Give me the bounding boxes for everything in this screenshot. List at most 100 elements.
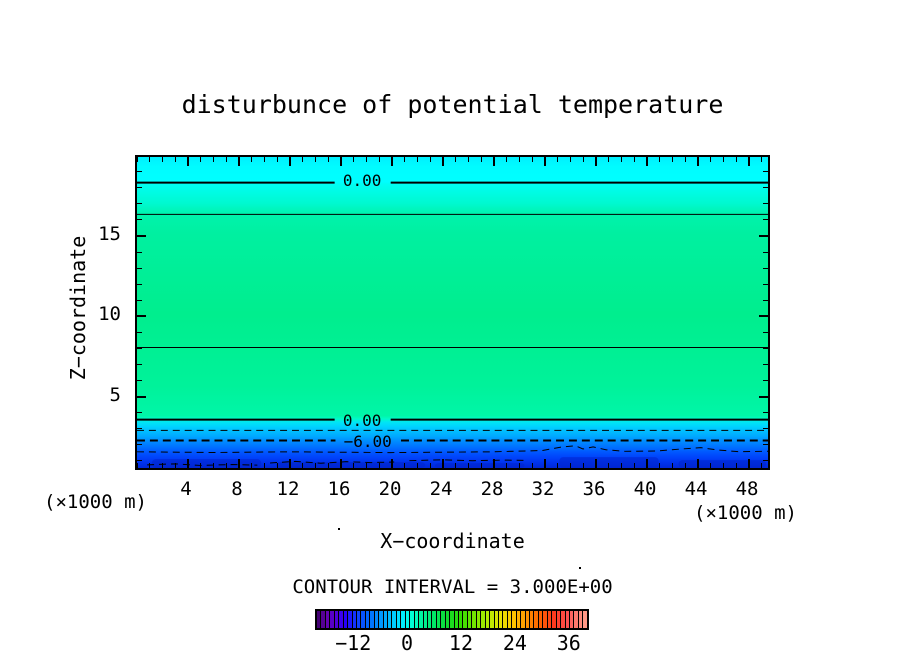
x-axis-tick xyxy=(723,157,725,162)
colorbar-segment xyxy=(423,611,428,628)
colorbar-segment xyxy=(414,611,420,628)
colorbar-segment xyxy=(574,611,579,628)
colorbar-segment xyxy=(419,611,424,628)
x-axis-unit-right: (×1000 m) xyxy=(694,502,797,524)
colorbar-segment xyxy=(334,611,340,628)
x-axis-tick xyxy=(582,157,584,162)
x-axis-title: X−coordinate xyxy=(380,529,525,553)
z-axis-tick xyxy=(763,283,768,285)
x-axis-tick xyxy=(544,459,547,468)
z-axis-tick xyxy=(137,331,142,333)
z-axis-tick xyxy=(137,460,142,462)
x-axis-tick xyxy=(225,157,227,162)
x-axis-tick xyxy=(302,157,304,162)
colorbar-tick-label: 36 xyxy=(556,631,581,654)
x-axis-tick xyxy=(659,463,661,468)
x-tick-label: 28 xyxy=(480,478,504,500)
z-axis-tick xyxy=(763,347,768,349)
fill-patch xyxy=(151,459,262,468)
x-axis-tick xyxy=(506,157,508,162)
colorbar-segment xyxy=(521,611,526,628)
z-axis-tick xyxy=(763,187,768,189)
z-axis-tick xyxy=(763,331,768,333)
x-axis-tick xyxy=(684,463,686,468)
colorbar-segment xyxy=(352,611,357,628)
x-axis-tick xyxy=(378,157,380,162)
x-axis-tick xyxy=(761,157,763,162)
x-tick-label: 32 xyxy=(531,478,555,500)
colorbar-segment xyxy=(543,611,548,628)
x-axis-tick xyxy=(136,157,138,162)
z-axis-tick xyxy=(763,428,768,430)
contour-fill xyxy=(137,157,768,468)
x-axis-tick xyxy=(442,157,445,166)
x-axis-tick xyxy=(149,463,151,468)
fill-patch xyxy=(276,462,426,468)
x-axis-tick xyxy=(633,463,635,468)
x-axis-tick xyxy=(200,157,202,162)
x-axis-tick xyxy=(697,459,700,468)
x-axis-tick xyxy=(302,463,304,468)
x-axis-tick xyxy=(340,157,343,166)
x-axis-tick xyxy=(672,157,674,162)
z-axis-tick xyxy=(137,171,142,173)
x-tick-label: 48 xyxy=(735,478,759,500)
colorbar-segment xyxy=(459,611,464,628)
x-axis-tick xyxy=(289,459,291,468)
x-axis-tick xyxy=(455,157,457,162)
z-axis-tick xyxy=(137,251,142,253)
x-tick-label: 20 xyxy=(378,478,402,500)
contour-line-label: 0.00 xyxy=(342,411,382,431)
colorbar-segment xyxy=(370,611,375,628)
x-axis-tick xyxy=(327,157,329,162)
x-axis-tick xyxy=(519,463,521,468)
x-axis-tick xyxy=(276,463,278,468)
x-axis-tick xyxy=(697,157,700,166)
colorbar-segment xyxy=(538,611,544,628)
z-axis-tick xyxy=(137,379,142,381)
colorbar-segment xyxy=(343,611,349,628)
colorbar-segment xyxy=(365,611,371,628)
x-axis-tick xyxy=(238,459,240,468)
colorbar-segment xyxy=(450,611,455,628)
x-axis-tick xyxy=(404,157,406,162)
z-axis-tick xyxy=(759,315,768,318)
z-axis-tick xyxy=(137,267,142,269)
fill-patch xyxy=(435,463,525,468)
x-axis-tick xyxy=(506,463,508,468)
colorbar-segment xyxy=(494,611,499,628)
x-axis-tick xyxy=(748,459,751,468)
x-tick-label: 12 xyxy=(276,478,300,500)
x-axis-tick xyxy=(238,157,240,166)
x-axis-tick xyxy=(264,157,265,162)
x-tick-label: 36 xyxy=(582,478,606,500)
colorbar-segment xyxy=(374,611,380,628)
contour-line xyxy=(270,460,395,464)
x-axis-tick xyxy=(442,459,445,468)
contour-line-label: 0.00 xyxy=(342,171,382,190)
x-axis-tick xyxy=(735,157,737,162)
z-axis-tick xyxy=(137,347,142,349)
colorbar-segment xyxy=(490,611,495,628)
plot-area xyxy=(135,155,770,470)
colorbar-segment xyxy=(552,611,557,628)
z-axis-tick xyxy=(137,315,146,318)
z-axis-tick xyxy=(137,187,142,189)
x-axis-tick xyxy=(672,463,674,468)
z-axis-tick xyxy=(137,219,142,221)
raster-speck xyxy=(579,567,581,569)
colorbar xyxy=(315,609,589,630)
z-axis-tick xyxy=(763,267,768,269)
x-axis-tick xyxy=(621,157,623,162)
colorbar-segment xyxy=(467,611,473,628)
colorbar-segment xyxy=(388,611,393,628)
x-axis-tick xyxy=(723,463,725,468)
x-axis-tick xyxy=(327,463,329,468)
x-axis-tick xyxy=(391,157,394,166)
x-axis-tick xyxy=(353,157,355,162)
chart-title: disturbunce of potential temperature xyxy=(181,90,724,119)
x-axis-tick xyxy=(174,157,176,162)
x-axis-tick xyxy=(162,463,163,468)
colorbar-segment xyxy=(561,611,566,628)
